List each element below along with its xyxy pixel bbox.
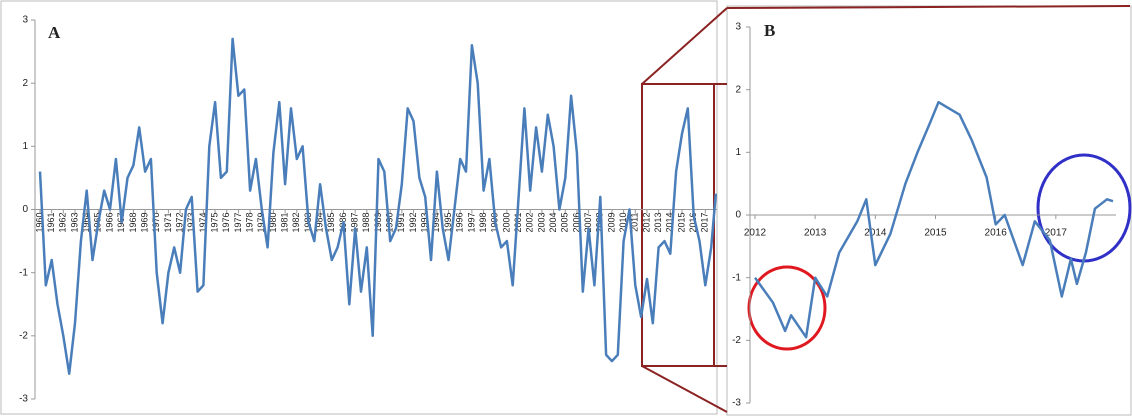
x-tick-label: 1966 (104, 213, 114, 233)
x-tick-label: 1960 (34, 213, 44, 233)
x-tick-label: 2012 (641, 213, 651, 233)
panel-frame (726, 5, 1132, 416)
y-tick-label: -1 (732, 272, 741, 283)
x-tick-label: 1975 (209, 213, 219, 233)
y-tick-label: 3 (22, 15, 28, 26)
data-line (38, 37, 718, 375)
x-tick-label: 2003 (536, 213, 546, 233)
x-tick-label: 1985 (326, 213, 336, 233)
y-tick-label: -2 (732, 335, 741, 346)
x-tick-label: 2002 (525, 213, 535, 233)
y-tick-label: 2 (735, 84, 741, 95)
highlight-circle (747, 265, 827, 351)
x-tick-label: 1992 (408, 213, 418, 233)
x-tick-label: 2011 (630, 213, 640, 232)
x-tick-label: 2010 (618, 213, 628, 233)
x-tick-label: 1994 (431, 213, 441, 233)
x-tick-label: 1972 (174, 213, 184, 233)
y-tick-label: -3 (732, 398, 741, 409)
x-tick-label: 1993 (420, 213, 430, 233)
x-tick-label: 1979 (256, 213, 266, 233)
x-tick-label: 2013 (653, 213, 663, 233)
x-tick-label: 1981 (279, 213, 289, 233)
x-tick-label: 2013 (804, 228, 827, 239)
x-tick-label: 1969 (139, 213, 149, 233)
x-tick-label: 2016 (985, 228, 1008, 239)
x-tick-label: 1971 (163, 213, 173, 233)
x-tick-label: 2004 (548, 213, 558, 233)
x-tick-label: 2017 (1045, 228, 1068, 239)
x-tick-label: 2015 (924, 228, 947, 239)
x-tick-label: 1991 (396, 213, 406, 233)
x-tick-label: 1977 (233, 213, 243, 233)
x-tick-label: 1988 (361, 213, 371, 233)
panel-frame (0, 0, 718, 415)
x-tick-label: 1984 (315, 213, 325, 233)
y-tick-label: 0 (22, 204, 28, 215)
x-tick-label: 1997 (466, 213, 476, 233)
x-tick-label: 2009 (606, 213, 616, 233)
y-tick-label: -3 (19, 394, 28, 405)
x-tick-label: 1968 (128, 213, 138, 233)
chart-title: A (48, 23, 61, 42)
x-tick-label: 1980 (268, 213, 278, 233)
y-tick-label: 1 (22, 141, 28, 152)
chart-title: B (764, 21, 775, 40)
x-tick-label: 1961 (46, 213, 56, 233)
x-tick-label: 2014 (665, 213, 675, 233)
x-tick-label: 1982 (291, 213, 301, 233)
y-tick-label: 3 (735, 22, 741, 33)
data-line (753, 100, 1114, 339)
x-tick-label: 1963 (69, 213, 79, 233)
x-tick-label: 2014 (864, 228, 887, 239)
x-tick-label: 2007 (583, 213, 593, 233)
x-tick-label: 1974 (198, 213, 208, 233)
x-tick-label: 1976 (221, 213, 231, 233)
x-tick-label: 2005 (560, 213, 570, 233)
y-tick-label: 1 (735, 147, 741, 158)
x-tick-label: 1978 (244, 213, 254, 233)
y-tick-label: -2 (19, 330, 28, 341)
x-tick-label: 2000 (501, 213, 511, 233)
x-tick-label: 2016 (688, 213, 698, 233)
x-tick-label: 1998 (478, 213, 488, 233)
x-tick-label: 1995 (443, 213, 453, 233)
x-tick-label: 2015 (676, 213, 686, 233)
x-tick-label: 1962 (58, 213, 68, 233)
y-tick-label: -1 (19, 267, 28, 278)
x-tick-label: 1996 (455, 213, 465, 233)
x-tick-label: 1973 (186, 213, 196, 233)
x-tick-label: 1987 (350, 213, 360, 233)
y-tick-label: 0 (735, 210, 741, 221)
y-tick-label: 2 (22, 78, 28, 89)
x-tick-label: 2012 (744, 228, 767, 239)
x-tick-label: 1989 (373, 213, 383, 233)
x-tick-label: 2006 (571, 213, 581, 233)
x-tick-label: 1970 (151, 213, 161, 233)
x-tick-label: 1964 (81, 213, 91, 233)
x-tick-label: 2017 (700, 213, 710, 233)
